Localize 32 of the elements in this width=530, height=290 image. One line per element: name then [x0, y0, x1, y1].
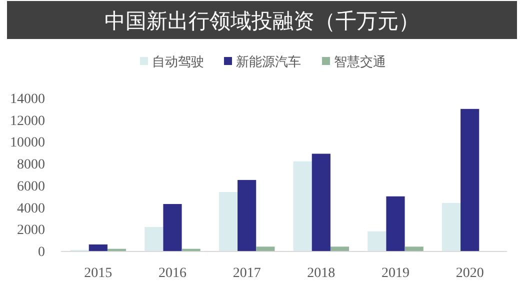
y-tick-label: 8000 — [17, 158, 45, 173]
y-tick-label: 0 — [38, 245, 45, 260]
y-tick-label: 12000 — [10, 114, 45, 129]
x-tick-label: 2017 — [232, 266, 261, 281]
bar — [88, 244, 108, 251]
x-tick-label: 2015 — [84, 266, 112, 281]
bar — [256, 246, 275, 251]
bar — [238, 180, 256, 251]
bar — [460, 108, 480, 251]
bar — [293, 161, 312, 251]
chart-title: 中国新出行领域投融资（千万元） — [104, 9, 420, 33]
bar — [404, 246, 424, 251]
bar — [442, 202, 461, 251]
y-tick-label: 4000 — [17, 201, 45, 216]
bar — [163, 204, 182, 251]
y-tick-label: 10000 — [10, 136, 45, 151]
legend-label: 新能源汽车 — [236, 55, 301, 70]
bar — [386, 196, 405, 251]
legend-label: 智慧交通 — [334, 54, 386, 70]
x-tick-label: 2018 — [307, 266, 336, 281]
y-tick-label: 2000 — [17, 223, 45, 238]
x-tick-label: 2020 — [456, 266, 484, 281]
legend-label: 自动驾驶 — [152, 55, 204, 70]
y-tick-label: 14000 — [10, 92, 45, 107]
y-tick-label: 6000 — [17, 179, 45, 194]
bar — [368, 231, 386, 251]
bar — [312, 154, 330, 251]
bar — [330, 246, 350, 251]
bar — [144, 226, 164, 251]
x-tick-label: 2019 — [382, 266, 410, 281]
bar — [218, 192, 238, 251]
x-tick-label: 2016 — [158, 266, 186, 281]
